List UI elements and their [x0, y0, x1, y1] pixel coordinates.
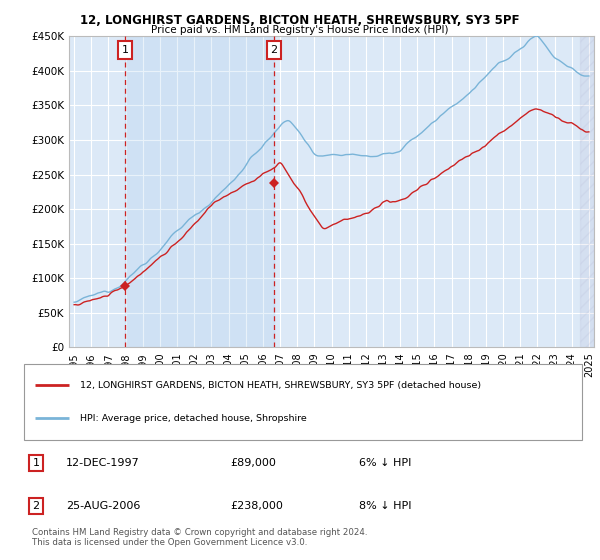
Text: 12, LONGHIRST GARDENS, BICTON HEATH, SHREWSBURY, SY3 5PF (detached house): 12, LONGHIRST GARDENS, BICTON HEATH, SHR…	[80, 381, 481, 390]
Text: Price paid vs. HM Land Registry's House Price Index (HPI): Price paid vs. HM Land Registry's House …	[151, 25, 449, 35]
Text: HPI: Average price, detached house, Shropshire: HPI: Average price, detached house, Shro…	[80, 414, 307, 423]
Text: 2: 2	[32, 501, 40, 511]
Text: 1: 1	[121, 45, 128, 55]
FancyBboxPatch shape	[24, 364, 582, 440]
Text: 12, LONGHIRST GARDENS, BICTON HEATH, SHREWSBURY, SY3 5PF: 12, LONGHIRST GARDENS, BICTON HEATH, SHR…	[80, 14, 520, 27]
Text: £238,000: £238,000	[230, 501, 283, 511]
Text: 25-AUG-2006: 25-AUG-2006	[66, 501, 140, 511]
Text: £89,000: £89,000	[230, 458, 277, 468]
Text: 12-DEC-1997: 12-DEC-1997	[66, 458, 140, 468]
Text: 1: 1	[32, 458, 40, 468]
Bar	[580, 36, 594, 347]
Text: 6% ↓ HPI: 6% ↓ HPI	[359, 458, 411, 468]
Text: 2: 2	[271, 45, 278, 55]
Text: 8% ↓ HPI: 8% ↓ HPI	[359, 501, 412, 511]
Bar	[125, 36, 274, 347]
Text: Contains HM Land Registry data © Crown copyright and database right 2024.
This d: Contains HM Land Registry data © Crown c…	[32, 528, 368, 547]
